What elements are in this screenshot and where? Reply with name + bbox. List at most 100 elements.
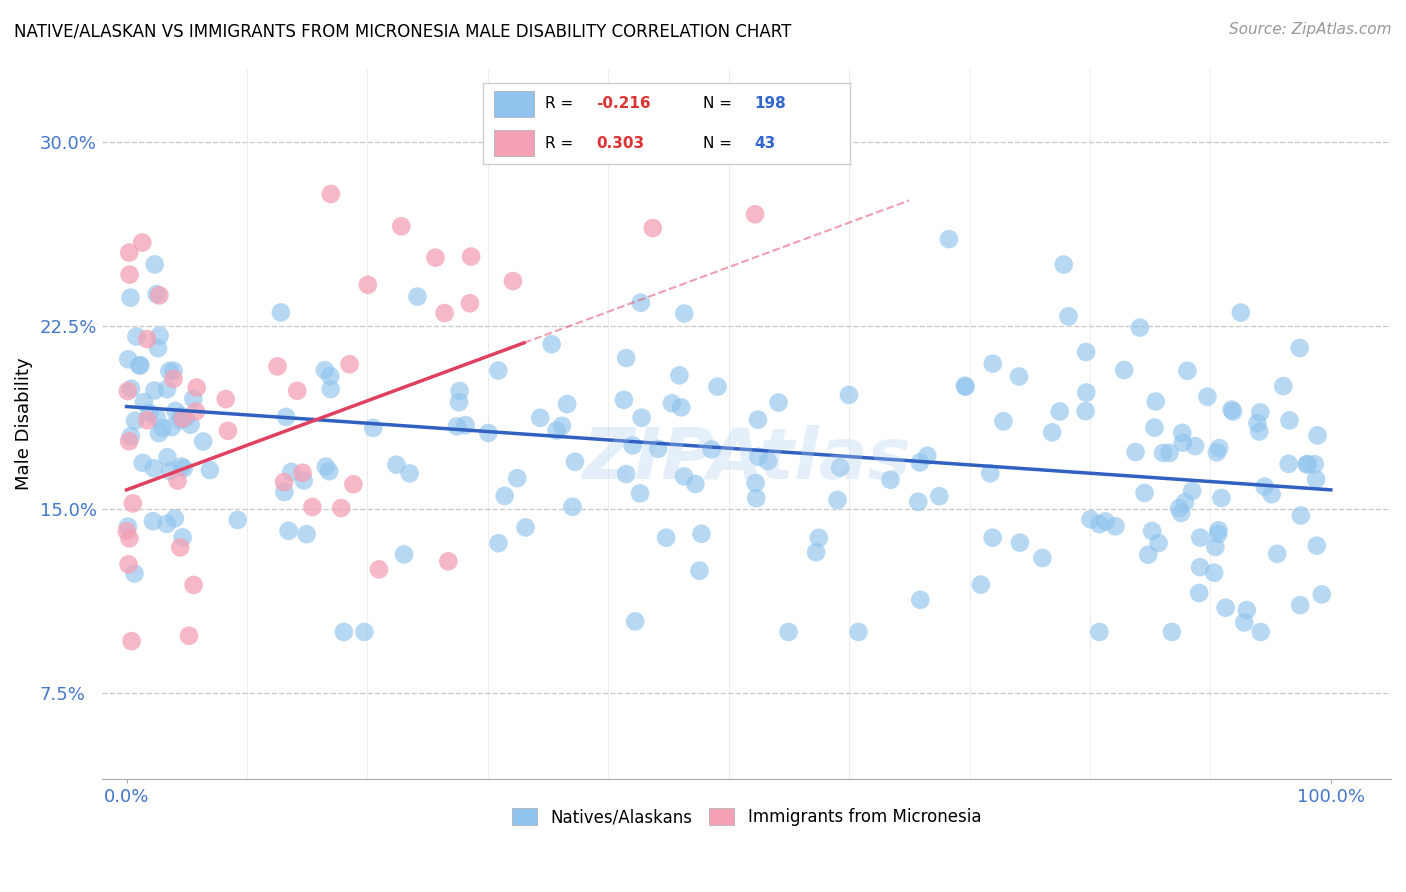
Point [143, 384, 166, 398]
Point [1289, 508, 1312, 523]
Point [981, 357, 1004, 371]
Text: Source: ZipAtlas.com: Source: ZipAtlas.com [1229, 22, 1392, 37]
Point [120, 382, 142, 396]
Point [1181, 483, 1204, 498]
Point [186, 380, 208, 394]
Point [515, 520, 537, 534]
Point [173, 461, 195, 475]
Point [1147, 536, 1170, 550]
Point [1278, 457, 1301, 471]
Point [163, 511, 186, 525]
Point [136, 413, 159, 427]
Point [1053, 258, 1076, 272]
Point [162, 372, 184, 386]
Point [488, 536, 510, 550]
Point [117, 352, 139, 367]
Legend: Natives/Alaskans, Immigrants from Micronesia: Natives/Alaskans, Immigrants from Micron… [503, 800, 990, 835]
Point [1129, 320, 1152, 334]
Point [292, 474, 315, 488]
Point [172, 530, 194, 544]
Point [744, 207, 766, 221]
Point [671, 401, 693, 415]
Point [807, 531, 830, 545]
Point [647, 442, 669, 456]
Point [458, 296, 481, 310]
Point [159, 464, 181, 478]
Point [1249, 425, 1271, 439]
Point [183, 578, 205, 592]
Point [191, 434, 214, 449]
Point [145, 287, 167, 301]
Point [938, 232, 960, 246]
Point [437, 554, 460, 568]
Point [169, 413, 191, 427]
Point [177, 629, 200, 643]
Point [1310, 587, 1333, 601]
Point [1220, 402, 1243, 417]
Point [1236, 603, 1258, 617]
Point [827, 492, 849, 507]
Point [628, 486, 651, 500]
Point [1288, 341, 1310, 355]
Point [398, 467, 420, 481]
Point [673, 469, 696, 483]
Point [688, 564, 710, 578]
Point [152, 421, 174, 435]
Point [1076, 385, 1098, 400]
Point [333, 624, 356, 639]
Point [118, 434, 141, 449]
Point [756, 454, 779, 468]
Point [315, 459, 337, 474]
Point [120, 291, 142, 305]
Point [1177, 364, 1199, 378]
Point [1057, 310, 1080, 324]
Point [1296, 457, 1319, 471]
Point [768, 395, 790, 409]
Point [1114, 363, 1136, 377]
Point [804, 545, 827, 559]
Point [131, 456, 153, 470]
Point [273, 485, 295, 500]
Point [706, 379, 728, 393]
Point [121, 634, 143, 648]
Point [621, 438, 644, 452]
Point [747, 412, 769, 426]
Point [494, 489, 516, 503]
Point [1189, 531, 1212, 545]
Point [1159, 446, 1181, 460]
Point [1174, 495, 1197, 509]
Point [357, 277, 380, 292]
Point [174, 411, 197, 425]
Point [120, 429, 142, 443]
Point [614, 351, 637, 365]
Point [564, 455, 586, 469]
Point [910, 592, 932, 607]
Point [118, 532, 141, 546]
Point [630, 410, 652, 425]
Point [138, 406, 160, 420]
Point [389, 219, 412, 234]
Point [291, 466, 314, 480]
Point [1170, 506, 1192, 520]
Point [993, 414, 1015, 428]
Point [277, 524, 299, 538]
Point [179, 417, 201, 432]
Y-axis label: Male Disability: Male Disability [15, 358, 32, 490]
Point [1303, 457, 1326, 471]
Point [1125, 445, 1147, 459]
Point [385, 458, 408, 472]
Point [690, 526, 713, 541]
Point [1272, 379, 1295, 393]
Text: NATIVE/ALASKAN VS IMMIGRANTS FROM MICRONESIA MALE DISABILITY CORRELATION CHART: NATIVE/ALASKAN VS IMMIGRANTS FROM MICRON… [14, 22, 792, 40]
Point [454, 418, 477, 433]
Point [118, 268, 141, 282]
Point [361, 421, 384, 435]
Point [165, 404, 187, 418]
Point [319, 382, 342, 396]
Point [879, 473, 901, 487]
Point [1161, 624, 1184, 639]
Point [125, 329, 148, 343]
Point [295, 527, 318, 541]
Point [1204, 540, 1226, 554]
Point [460, 250, 482, 264]
